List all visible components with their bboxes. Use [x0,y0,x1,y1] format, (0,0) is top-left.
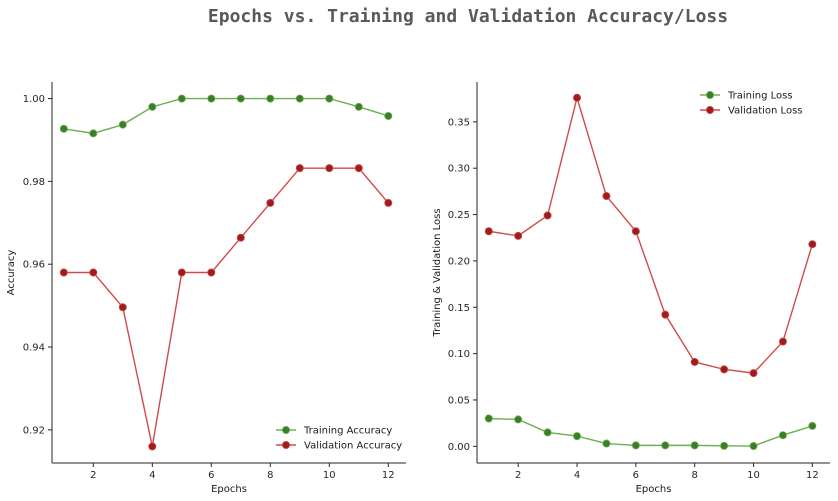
data-point [295,164,304,173]
data-point [514,415,523,424]
y-tick-label: 0.00 [448,442,470,453]
data-point [384,198,393,207]
data-point [602,192,611,201]
data-point [778,337,787,346]
y-tick-label: 0.30 [448,164,470,175]
data-point [354,102,363,111]
data-point [59,124,68,133]
y-tick-label: 1.00 [23,94,45,105]
legend-marker [706,91,715,100]
data-point [573,93,582,102]
data-point [89,268,98,277]
x-axis-label: Epochs [211,484,247,495]
accuracy-chart: 2 4 6 8 10 12 0.92 0.94 0.96 0.98 1.00 Epochs Accura… [6,82,406,495]
x-tick-label: 6 [208,470,214,481]
y-axis-label: Training & Validation Loss [432,208,443,337]
y-tick-label: 0.10 [448,349,470,360]
x-tick-label: 4 [149,470,155,481]
y-tick-label: 0.05 [448,395,470,406]
y-tick-label: 0.35 [448,117,470,128]
x-tick-label: 6 [633,470,639,481]
y-tick-label: 0.25 [448,210,470,221]
legend-label: Training Accuracy [303,426,392,437]
data-point [89,129,98,138]
data-point [177,94,186,103]
data-point [118,120,127,129]
legend: Training Loss Validation Loss [700,91,803,117]
x-tick-label: 2 [90,470,96,481]
data-point [720,365,729,374]
data-point [720,441,729,450]
data-point [325,164,334,173]
data-point [543,428,552,437]
legend-label: Training Loss [727,91,793,102]
data-point [661,310,670,319]
data-point [236,233,245,242]
data-point [808,421,817,430]
x-tick-label: 8 [267,470,273,481]
data-point [484,227,493,236]
y-tick-label: 0.94 [23,343,45,354]
data-point [266,94,275,103]
data-point [148,442,157,451]
y-tick-label: 0.98 [23,177,45,188]
data-point [514,231,523,240]
data-point [631,227,640,236]
x-axis-label: Epochs [636,484,672,495]
data-point [59,268,68,277]
legend-marker [281,425,290,434]
data-point [236,94,245,103]
data-point [148,102,157,111]
data-point [325,94,334,103]
legend-marker [706,106,715,115]
x-tick-label: 4 [574,470,580,481]
y-tick-label: 0.92 [23,425,45,436]
data-point [207,94,216,103]
x-tick-label: 12 [806,470,819,481]
data-point [808,240,817,249]
series-line [63,97,389,135]
legend-label: Validation Accuracy [304,441,402,452]
series-line [63,167,389,447]
data-point [749,442,758,451]
data-point [690,357,699,366]
data-point [354,164,363,173]
data-point [602,439,611,448]
loss-chart: 2 4 6 8 10 12 0.00 0.05 0.10 0.15 0.20 0.25 0.30 0.35… [432,82,830,495]
legend-label: Validation Loss [728,106,803,117]
y-axis-label: Accuracy [6,250,17,296]
data-point [266,198,275,207]
data-point [661,441,670,450]
x-tick-label: 2 [515,470,521,481]
data-point [177,268,186,277]
figure-title: Epochs vs. Training and Validation Accur… [208,6,728,27]
y-tick-label: 0.20 [448,256,470,267]
data-point [749,369,758,378]
x-tick-label: 10 [747,470,760,481]
legend: Training Accuracy Validation Accuracy [276,426,402,452]
data-point [118,303,127,312]
data-point [573,432,582,441]
data-point [384,111,393,120]
data-point [631,441,640,450]
data-point [778,431,787,440]
y-tick-label: 0.15 [448,303,470,314]
data-point [543,211,552,220]
x-tick-label: 8 [691,470,697,481]
series-line [488,417,813,447]
data-point [484,414,493,423]
y-tick-label: 0.96 [23,260,45,271]
data-point [295,94,304,103]
data-point [690,441,699,450]
x-tick-label: 10 [323,470,336,481]
data-point [207,268,216,277]
x-tick-label: 12 [382,470,395,481]
legend-marker [281,440,290,449]
series-line [488,95,814,374]
